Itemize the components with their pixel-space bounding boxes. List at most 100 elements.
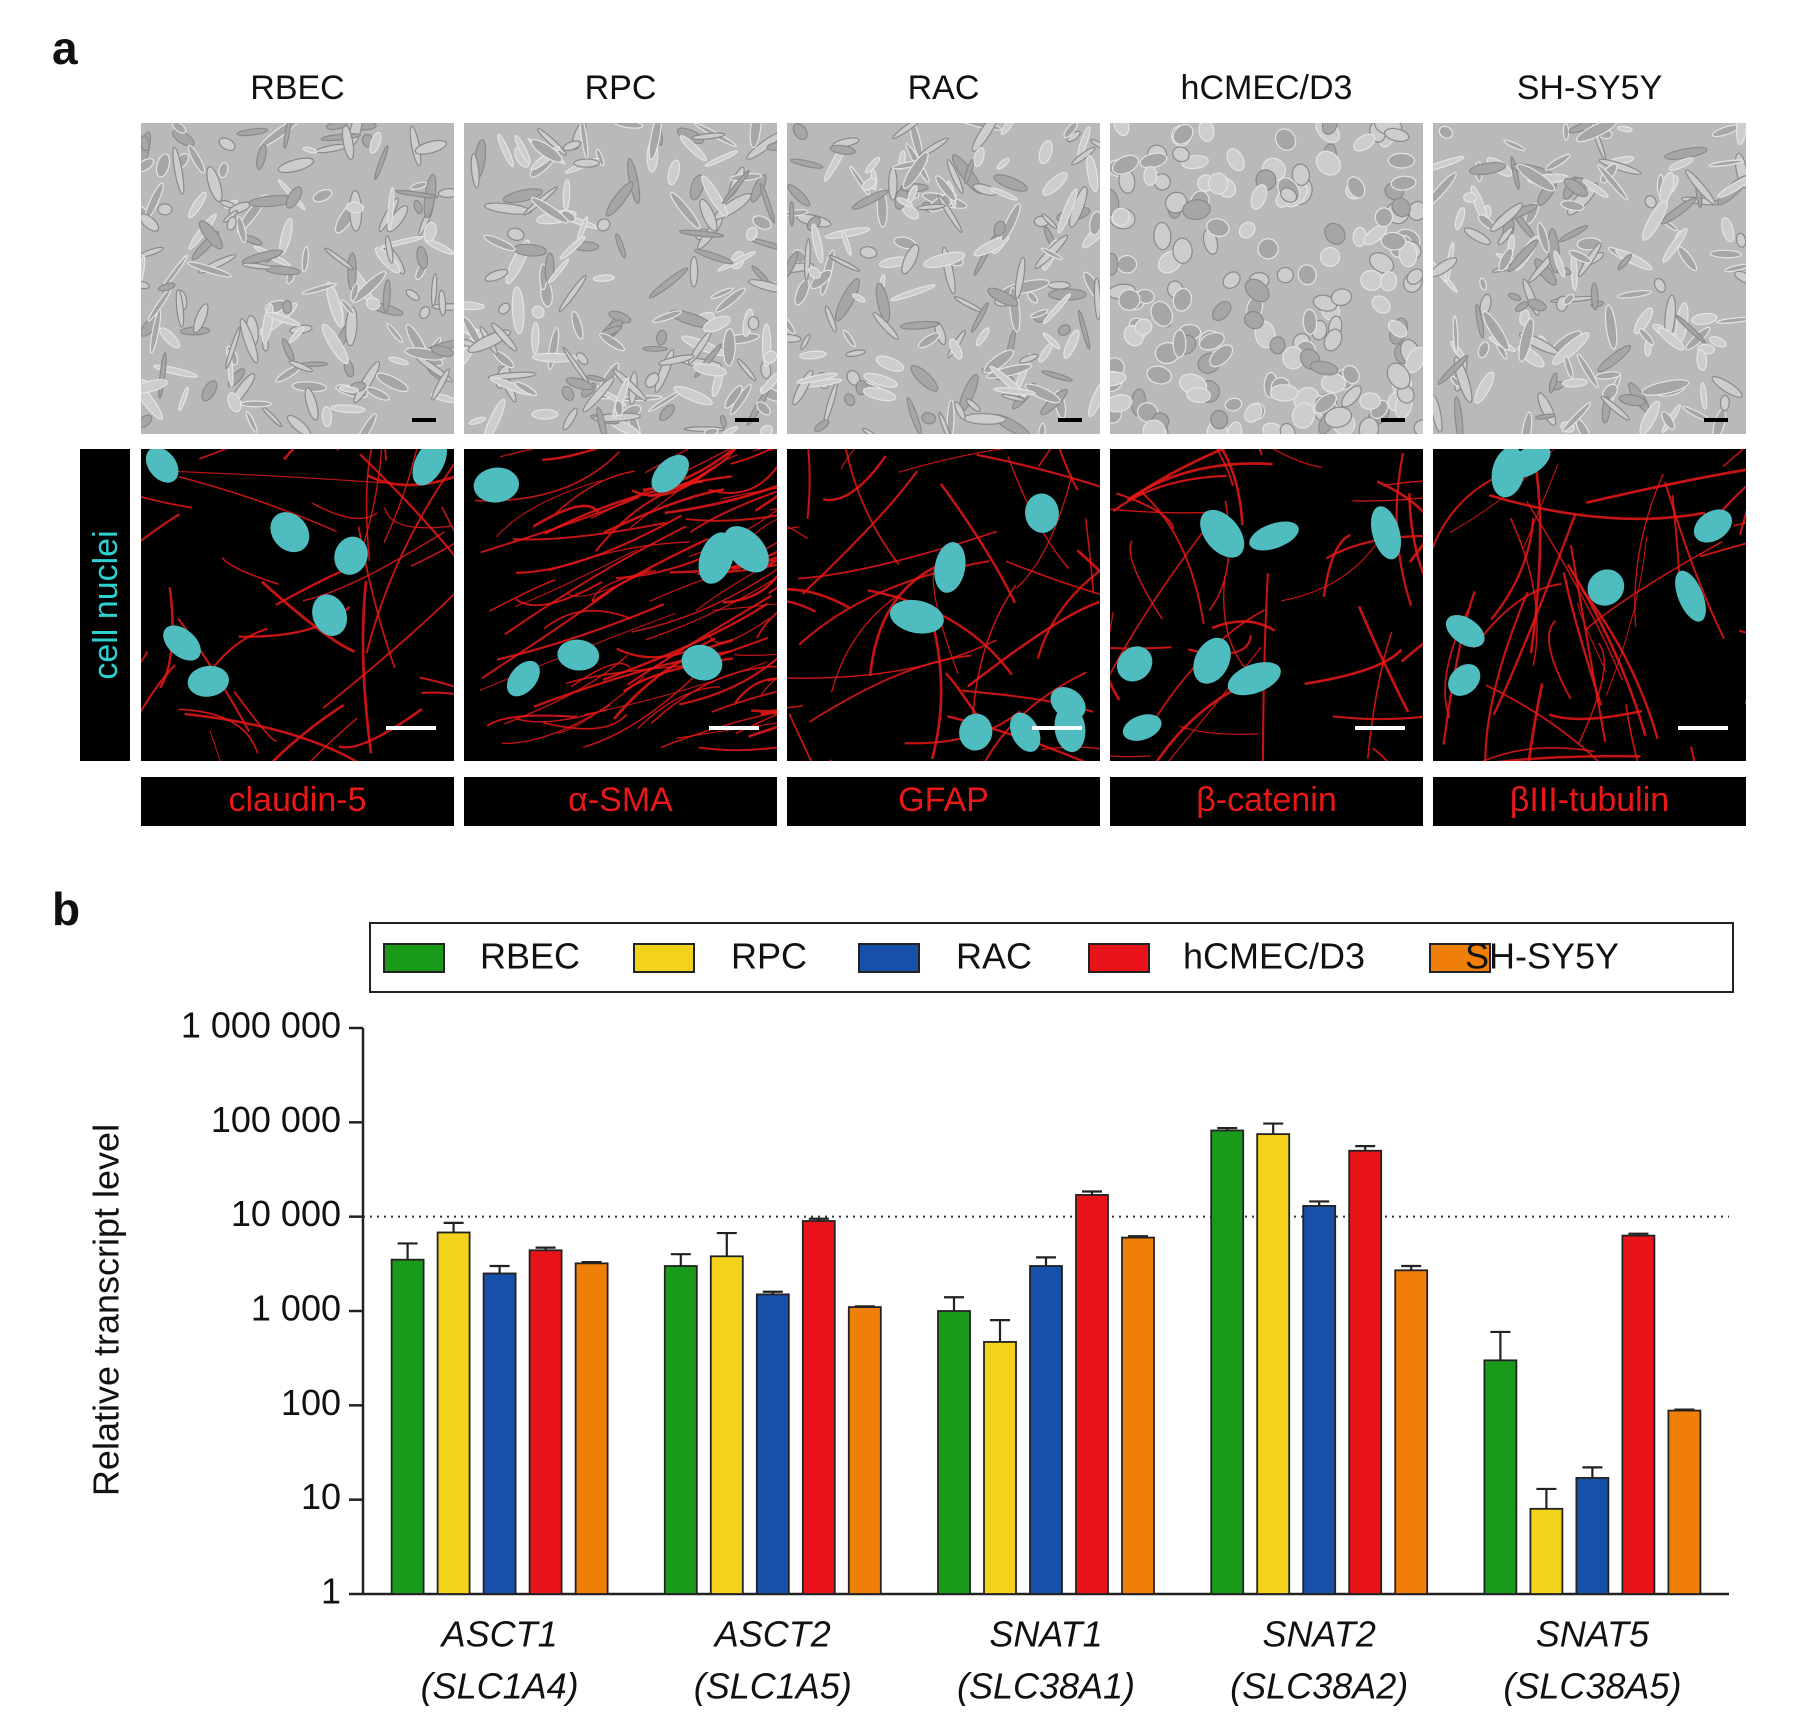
stain-fiber — [1058, 449, 1079, 491]
cell-outline — [1341, 385, 1362, 408]
stain-fiber — [365, 449, 373, 561]
stain-fiber — [141, 513, 180, 543]
cell-outline — [787, 251, 799, 281]
x-tick-sublabel: (SLC1A5) — [694, 1666, 852, 1707]
cell-outline — [1454, 207, 1466, 230]
marker-label-box — [787, 777, 1100, 826]
cell-outline — [719, 414, 727, 428]
cell-outline — [514, 134, 531, 164]
cell-outline — [756, 401, 771, 416]
cell-outline — [282, 299, 293, 315]
nucleus — [723, 526, 769, 573]
bar — [709, 1255, 744, 1595]
cell-outline — [155, 153, 171, 178]
cell-outline — [404, 347, 446, 361]
legend-swatch — [1088, 943, 1150, 973]
stain-fiber — [1738, 629, 1746, 634]
stain-fiber — [676, 722, 777, 739]
legend-label: RBEC — [480, 936, 580, 977]
cell-outline — [218, 137, 236, 152]
stain-fiber — [748, 725, 777, 738]
cell-outline — [265, 311, 301, 327]
cell-outline — [1717, 175, 1746, 199]
cell-outline — [1386, 362, 1411, 390]
cell-outline — [1553, 250, 1566, 278]
stain-fiber — [722, 575, 777, 604]
cell-outline — [1000, 123, 1015, 135]
cell-outline — [917, 332, 941, 349]
stain-fiber — [543, 609, 632, 630]
error-bar — [1036, 1256, 1056, 1266]
cell-outline — [352, 271, 387, 304]
cell-outline — [1353, 133, 1376, 152]
cell-outline — [1562, 293, 1575, 306]
cell-outline — [843, 393, 856, 407]
stain-fiber — [685, 514, 777, 522]
bar — [1394, 1269, 1429, 1595]
cell-outline — [416, 246, 429, 270]
cell-outline — [1186, 387, 1211, 403]
cell-outline — [1297, 264, 1317, 286]
stain-fiber — [594, 480, 704, 553]
stain-fiber — [1722, 449, 1745, 468]
stain-fiber — [649, 558, 777, 603]
nucleus — [1117, 646, 1153, 682]
cell-outline — [1000, 203, 1021, 242]
cell-outline — [149, 309, 162, 354]
cell-outline — [405, 289, 420, 301]
cell-outline — [227, 392, 242, 413]
cell-outline — [225, 326, 241, 370]
cell-outline — [710, 287, 734, 300]
cell-outline — [437, 187, 454, 198]
stain-fiber — [1577, 642, 1605, 745]
phase-image — [464, 123, 777, 434]
cell-outline — [1086, 154, 1099, 192]
cell-outline — [1582, 179, 1609, 199]
cell-outline — [1143, 165, 1158, 186]
stain-fiber — [419, 676, 454, 688]
cell-outline — [824, 227, 871, 240]
bar — [1575, 1477, 1610, 1595]
cell-outline — [1711, 376, 1743, 398]
stain-fiber — [1110, 527, 1207, 677]
cell-outline — [1063, 123, 1078, 139]
cell-outline — [1369, 252, 1395, 274]
cell-outline — [531, 352, 578, 363]
cell-outline — [1684, 169, 1716, 206]
cell-outline — [796, 372, 839, 384]
cell-outline — [824, 305, 837, 333]
stain-fiber — [806, 449, 811, 520]
cell-outline — [1490, 202, 1524, 233]
bar — [1529, 1507, 1564, 1595]
stain-fiber — [645, 576, 777, 641]
cell-outline — [800, 333, 811, 350]
stain-fiber — [631, 568, 777, 633]
stain-fiber — [690, 490, 777, 533]
cell-outline — [302, 146, 318, 154]
cell-outline — [693, 363, 728, 377]
stain-fiber — [543, 713, 628, 730]
cell-outline — [864, 156, 881, 174]
bar — [574, 1262, 609, 1595]
cell-outline — [354, 413, 377, 434]
cell-outline — [1057, 324, 1071, 336]
cell-outline — [596, 406, 607, 434]
stain-fiber — [1382, 480, 1423, 487]
cell-outline — [1346, 176, 1366, 199]
cell-outline — [722, 426, 739, 434]
stain-fiber — [1577, 602, 1607, 673]
stain-label: cell nuclei — [87, 530, 125, 679]
cell-outline — [1479, 277, 1487, 291]
cell-outline — [1172, 329, 1187, 358]
cell-outline — [1590, 282, 1599, 311]
stain-fiber — [178, 708, 259, 754]
cell-outline — [1238, 221, 1256, 239]
cell-outline — [971, 302, 989, 333]
cell-outline — [573, 158, 600, 168]
bar — [1483, 1359, 1518, 1595]
cell-outline — [330, 404, 366, 414]
column-header: RBEC — [250, 69, 344, 107]
cell-outline — [1321, 123, 1338, 135]
cell-outline — [187, 261, 232, 278]
cell-outline — [410, 181, 428, 191]
